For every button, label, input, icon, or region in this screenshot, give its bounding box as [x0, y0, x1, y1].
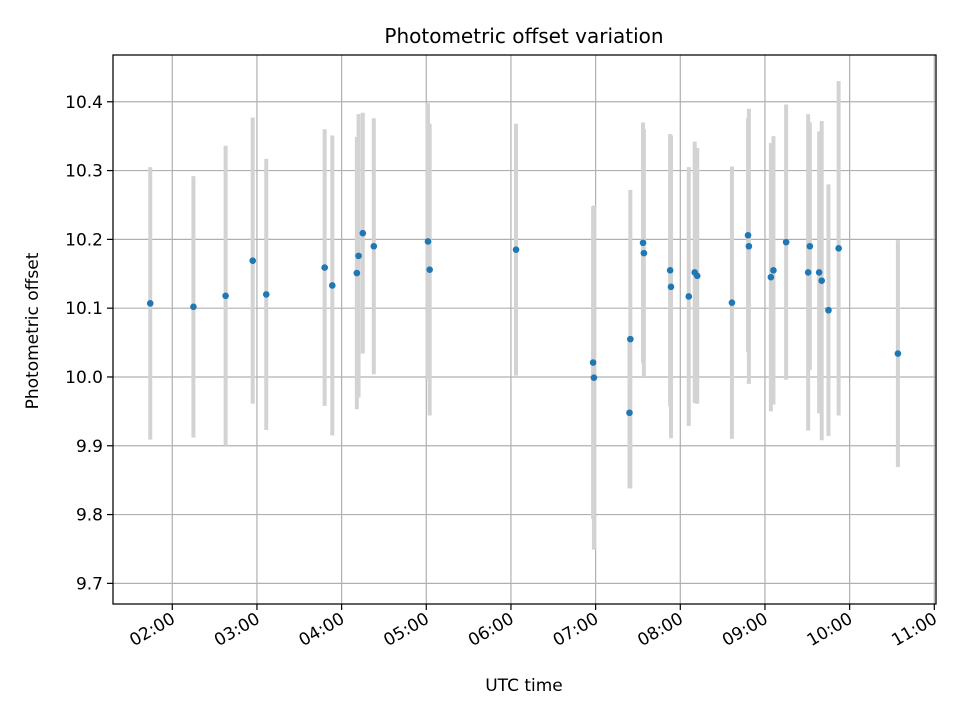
- y-tick-label: 9.8: [76, 506, 103, 526]
- y-tick-label: 10.1: [65, 299, 103, 319]
- data-point: [782, 238, 790, 246]
- data-point: [370, 242, 378, 250]
- y-tick-label: 10.3: [65, 162, 103, 182]
- data-point: [667, 283, 675, 291]
- y-tick-label: 10.2: [65, 230, 103, 250]
- data-point: [745, 242, 753, 250]
- plot-frame: [112, 54, 937, 605]
- data-markers: [146, 229, 902, 417]
- data-point: [626, 409, 633, 417]
- data-point: [693, 272, 701, 280]
- y-tick-label: 9.9: [76, 437, 103, 457]
- data-point: [767, 273, 775, 281]
- data-point: [590, 374, 598, 381]
- x-axis-title: UTC time: [485, 676, 563, 696]
- y-axis-title: Photometric offset: [23, 252, 43, 409]
- data-point: [818, 277, 825, 284]
- data-point: [806, 242, 814, 250]
- data-point: [685, 293, 693, 300]
- data-point: [262, 291, 270, 298]
- data-point: [825, 306, 832, 314]
- data-point: [639, 239, 647, 247]
- data-point: [744, 231, 752, 239]
- y-tick-label: 10.4: [65, 93, 103, 113]
- data-point: [321, 264, 328, 271]
- data-point: [146, 300, 154, 307]
- data-point: [424, 238, 432, 245]
- data-point: [770, 267, 777, 274]
- data-point: [894, 350, 902, 357]
- data-point: [815, 269, 823, 276]
- data-point: [426, 266, 433, 273]
- data-point: [359, 229, 367, 237]
- y-tick-label: 9.7: [76, 574, 103, 594]
- data-point: [728, 299, 736, 306]
- data-point: [328, 282, 336, 289]
- data-point: [835, 245, 842, 252]
- y-axis: 9.7 9.8 9.9 10.0 10.1 10.2 10.3 10.4: [65, 93, 113, 594]
- data-point: [512, 246, 520, 253]
- data-point: [627, 335, 634, 343]
- y-tick-label: 10.0: [65, 368, 103, 388]
- data-point: [353, 269, 361, 277]
- data-point: [804, 269, 812, 276]
- data-point: [190, 303, 197, 311]
- data-point: [249, 257, 257, 265]
- data-point: [222, 292, 229, 300]
- data-point: [355, 252, 362, 260]
- chart-title: Photometric offset variation: [384, 24, 663, 48]
- data-point: [589, 359, 597, 366]
- data-point: [666, 267, 674, 274]
- grid: [113, 55, 936, 604]
- data-point: [640, 249, 648, 257]
